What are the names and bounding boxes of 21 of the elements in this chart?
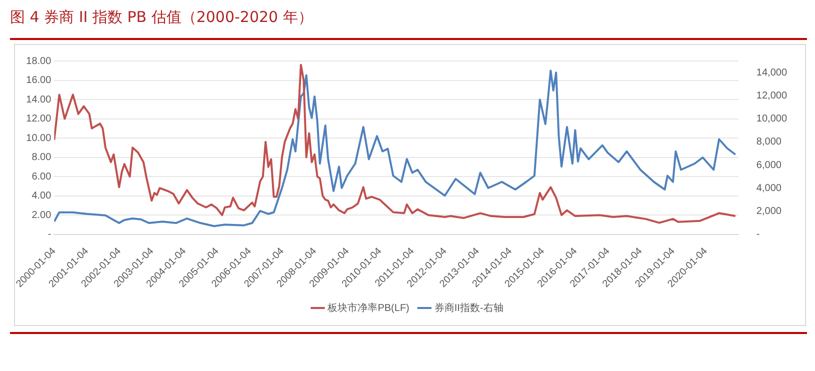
y2-tick-label: 6,000 (756, 160, 782, 171)
y-tick-label: 16.00 (26, 75, 52, 86)
y2-tick-label: 4,000 (756, 182, 782, 194)
y2-tick-label: 10,000 (756, 114, 788, 125)
y-tick-label: 6.00 (32, 171, 52, 182)
y-tick-label: 10.00 (26, 132, 52, 144)
y-tick-label: 18.00 (26, 56, 52, 67)
y2-tick-label: 8,000 (756, 136, 782, 148)
y2-tick-label: 2,000 (756, 206, 782, 217)
legend-label: 板块市净率PB(LF) (326, 302, 410, 314)
y-tick-label: - (48, 229, 52, 240)
y-tick-label: 4.00 (32, 190, 52, 202)
y2-tick-label: - (756, 229, 760, 240)
legend-label: 券商II指数-右轴 (434, 302, 504, 314)
y-tick-label: 2.00 (32, 210, 52, 221)
y-tick-label: 12.00 (26, 114, 52, 125)
y-tick-label: 8.00 (32, 152, 52, 164)
y-tick-label: 14.00 (26, 94, 52, 106)
y2-tick-label: 12,000 (756, 90, 788, 102)
y2-tick-label: 14,000 (756, 67, 788, 78)
chart-title: 图 4 券商 II 指数 PB 估值（2000-2020 年） (10, 8, 313, 27)
